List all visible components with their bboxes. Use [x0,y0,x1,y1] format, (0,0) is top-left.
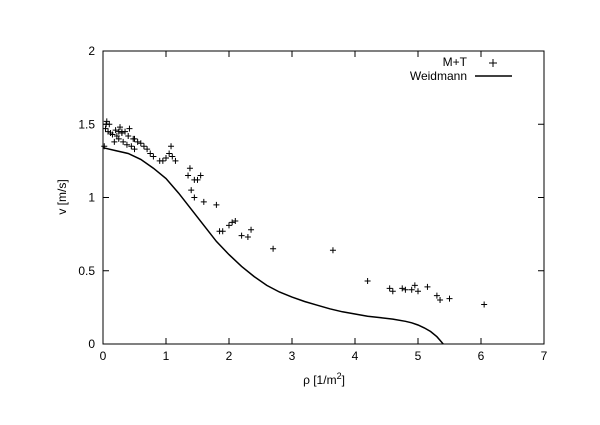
data-point [437,297,444,304]
x-axis-label-sup: 2 [337,371,342,381]
x-axis-label: ρ [1/m2] [303,371,345,387]
data-point [248,226,255,233]
data-point [219,228,226,235]
data-point [481,301,488,308]
y-tick-label-4: 2 [88,44,95,58]
data-point [128,143,135,150]
data-point [115,135,122,142]
legend-marker-mt [489,59,497,67]
data-point [229,219,236,226]
x-tick-label-5: 5 [415,349,422,363]
data-point [386,285,393,292]
data-point [120,138,127,145]
data-point [102,125,109,132]
data-point [126,125,133,132]
data-point [415,288,421,295]
legend-label-mt: M+T [443,55,468,69]
data-point [364,278,371,285]
data-point [140,143,147,150]
data-point [147,150,154,157]
y-tick-label-0: 0 [88,337,95,351]
data-point [117,124,124,131]
plot-frame [102,50,545,345]
x-tick-label-3: 3 [289,349,296,363]
data-point [191,194,198,201]
data-point [408,286,415,293]
data-point [109,131,116,138]
data-point [446,295,453,302]
data-point [118,128,125,135]
data-point [163,154,169,161]
x-axis-label-main: ρ [1/m [303,373,337,387]
data-point [232,217,239,224]
data-point [402,286,409,293]
series-line-weidmann [102,146,444,345]
legend-label-weidmann: Weidmann [410,69,467,83]
x-tick-label-6: 6 [478,349,485,363]
x-tick-label-4: 4 [352,349,359,363]
legend: M+T Weidmann [410,55,512,83]
data-point [194,176,201,183]
data-point [185,172,192,179]
data-point [137,140,144,147]
data-point [159,157,166,164]
data-point [186,165,193,172]
data-point [399,285,406,292]
x-tick-label-1: 1 [163,349,170,363]
data-point [226,222,232,229]
data-point [150,153,157,160]
data-point [111,138,118,145]
axis-ticks: 0 1 2 3 4 5 6 7 0 0.5 1 1.5 2 [78,44,547,363]
data-point [270,245,277,252]
data-point [105,128,112,135]
data-point [197,172,204,179]
data-point [131,146,138,153]
series-layer [101,118,488,345]
x-axis-label-close: ] [342,373,345,387]
data-point [103,121,110,128]
data-point [411,282,418,289]
data-point [131,135,138,142]
data-point [172,157,179,164]
y-tick-label-2: 1 [88,191,95,205]
data-point [112,127,119,134]
y-tick-label-3: 1.5 [78,117,95,131]
x-tick-label-2: 2 [226,349,233,363]
data-point [144,146,151,153]
data-point [213,201,220,208]
data-point [188,187,195,194]
data-point [166,150,173,157]
data-point [329,247,336,254]
data-point [125,132,132,139]
series-points-mt [101,118,488,308]
data-point [169,153,176,160]
data-point [389,288,396,295]
y-tick-label-1: 0.5 [78,264,95,278]
data-point [103,118,110,125]
data-point [424,283,431,290]
data-point [123,141,130,148]
x-tick-label-7: 7 [541,349,548,363]
data-point [134,138,141,145]
data-point [433,292,440,299]
data-point [238,232,245,239]
data-point [200,198,207,205]
x-tick-label-0: 0 [100,349,107,363]
data-point [168,143,175,150]
data-point [244,234,251,241]
y-axis-label: v [m/s] [55,179,69,214]
